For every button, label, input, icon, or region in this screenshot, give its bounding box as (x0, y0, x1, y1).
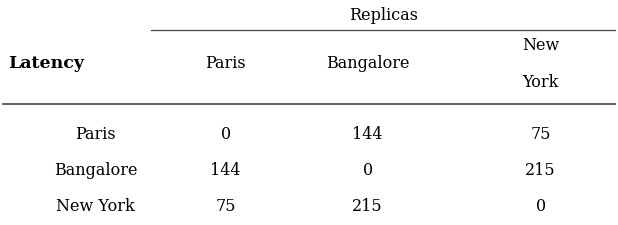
Text: 75: 75 (530, 125, 551, 142)
Text: Paris: Paris (205, 54, 246, 72)
Text: 0: 0 (221, 125, 231, 142)
Text: 0: 0 (536, 197, 546, 214)
Text: New York: New York (56, 197, 135, 214)
Text: 215: 215 (352, 197, 383, 214)
Text: Paris: Paris (75, 125, 116, 142)
Text: 75: 75 (215, 197, 236, 214)
Text: New: New (522, 36, 559, 54)
Text: 0: 0 (363, 161, 373, 178)
Text: 215: 215 (525, 161, 556, 178)
Text: Bangalore: Bangalore (326, 54, 410, 72)
Text: Bangalore: Bangalore (54, 161, 138, 178)
Text: 144: 144 (352, 125, 383, 142)
Text: Latency: Latency (9, 54, 84, 72)
Text: 144: 144 (210, 161, 241, 178)
Text: York: York (523, 74, 559, 91)
Text: Replicas: Replicas (349, 7, 418, 24)
